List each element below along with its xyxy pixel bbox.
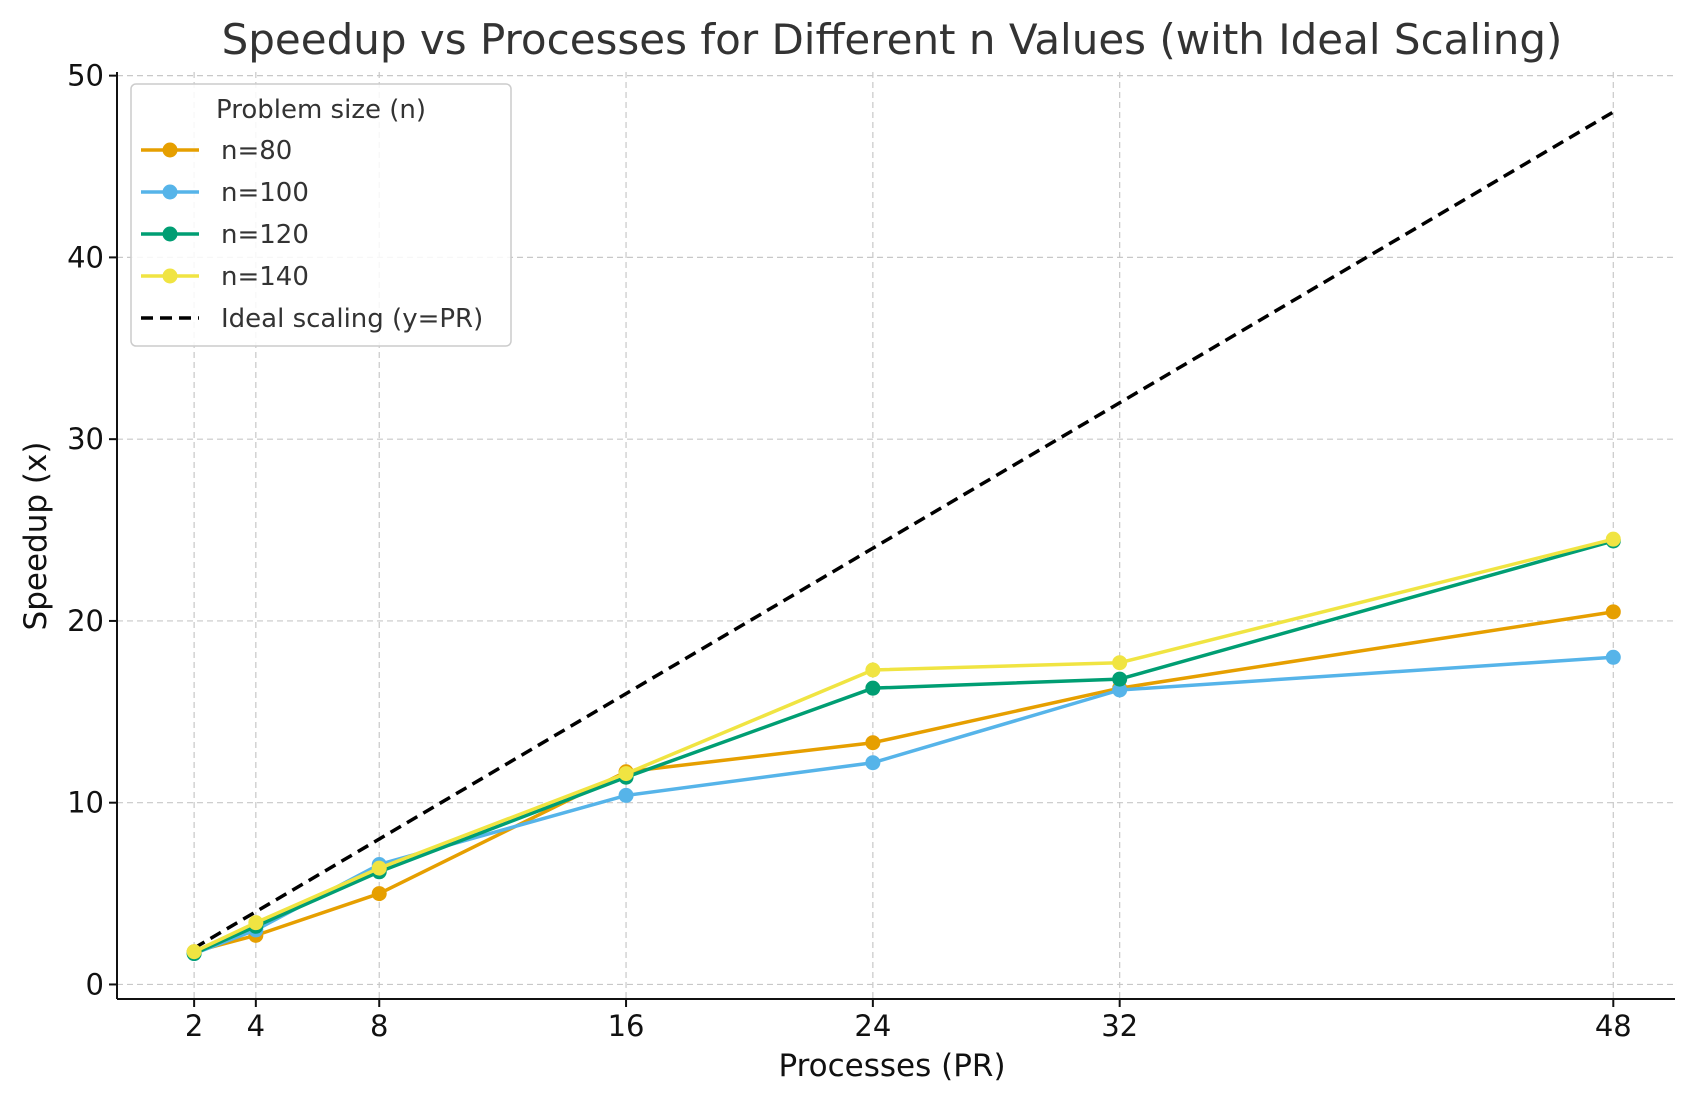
x-tick-label-8: 8 [370, 1009, 388, 1043]
data-point-n=80-48 [1605, 604, 1621, 620]
data-point-n=80-24 [865, 735, 881, 751]
legend-item-n=100: n=100 [141, 178, 309, 208]
data-point-n=100-48 [1605, 649, 1621, 665]
x-axis-label: Processes (PR) [778, 1048, 1005, 1084]
legend-item-n=120: n=120 [141, 220, 309, 250]
legend-label: n=140 [221, 262, 309, 292]
x-tick-label-4: 4 [247, 1009, 265, 1043]
data-point-n=80-8 [371, 886, 387, 902]
legend-item-n=80: n=80 [141, 136, 292, 166]
legend-label: Ideal scaling (y=PR) [221, 304, 483, 334]
x-tick-label-32: 32 [1101, 1009, 1138, 1043]
legend-label: n=100 [221, 178, 309, 208]
data-point-n=140-4 [248, 915, 264, 931]
ideal-scaling-series [193, 110, 1615, 950]
chart-title: Speedup vs Processes for Different n Val… [222, 15, 1563, 64]
data-point-n=140-32 [1112, 655, 1128, 671]
x-tick-label-24: 24 [854, 1009, 891, 1043]
x-tick-label-48: 48 [1595, 1009, 1632, 1043]
legend-marker [162, 226, 178, 242]
series-n=140 [186, 531, 1621, 960]
y-tick-label-30: 30 [67, 422, 104, 456]
y-tick-label-0: 0 [86, 967, 104, 1001]
x-tick-label-2: 2 [185, 1009, 203, 1043]
series-layer [186, 531, 1621, 962]
y-tick-label-40: 40 [67, 240, 104, 274]
series-n=100 [186, 649, 1621, 962]
data-point-n=140-24 [865, 662, 881, 678]
legend-title: Problem size (n) [216, 95, 426, 125]
data-point-n=100-24 [865, 755, 881, 771]
data-point-n=120-32 [1112, 671, 1128, 687]
y-tick-label-20: 20 [67, 604, 104, 638]
legend-box [130, 83, 512, 347]
series-n=120 [186, 533, 1621, 962]
x-tick-label-16: 16 [608, 1009, 645, 1043]
series-line-n=80 [193, 610, 1614, 954]
legend-marker [162, 268, 178, 284]
legend-marker [162, 142, 178, 158]
ideal-scaling-line [193, 110, 1615, 950]
y-axis-label: Speedup (x) [18, 442, 54, 631]
legend-item-n=140: n=140 [141, 262, 309, 292]
series-line-n=100 [193, 655, 1614, 956]
y-tick-label-10: 10 [67, 786, 104, 820]
data-point-n=100-32 [1112, 682, 1128, 698]
legend-item-Ideal scaling (y=PR): Ideal scaling (y=PR) [141, 304, 483, 334]
series-n=80 [186, 604, 1621, 960]
data-point-n=100-16 [618, 787, 634, 803]
legend-marker [162, 184, 178, 200]
data-point-n=140-8 [371, 860, 387, 876]
data-point-n=140-16 [618, 766, 634, 782]
legend-label: n=80 [221, 136, 292, 166]
y-tick-label-50: 50 [67, 59, 104, 93]
data-point-n=120-24 [865, 680, 881, 696]
legend: Problem size (n) n=80 n=100 n=120 n=140 Idea… [130, 83, 512, 347]
legend-label: n=120 [221, 220, 309, 250]
data-point-n=140-48 [1605, 531, 1621, 547]
data-point-n=140-2 [186, 944, 202, 960]
series-line-n=120 [193, 539, 1614, 956]
